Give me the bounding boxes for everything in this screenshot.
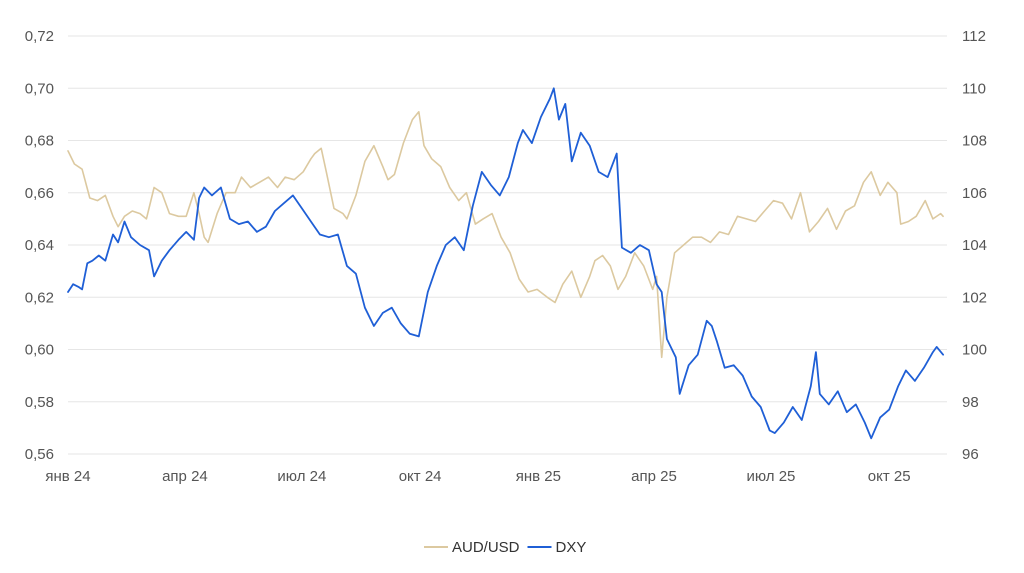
legend: AUD/USD DXY	[424, 539, 586, 556]
x-tick-label: янв 24	[45, 468, 90, 485]
right-y-axis: 96 98 100 102 104 106 108 110 112	[962, 28, 987, 463]
right-tick-label: 108	[962, 133, 987, 150]
right-tick-label: 110	[962, 80, 986, 97]
right-tick-label: 112	[962, 28, 986, 45]
legend-item-dxy: DXY	[527, 539, 587, 556]
x-tick-label: окт 25	[868, 468, 911, 485]
right-tick-label: 96	[962, 446, 979, 463]
left-tick-label: 0,58	[25, 394, 54, 411]
x-axis: янв 24 апр 24 июл 24 окт 24 янв 25 апр 25 июл …	[45, 468, 910, 485]
x-tick-label: июл 25	[746, 468, 795, 485]
legend-label: DXY	[556, 539, 587, 556]
series-group	[67, 87, 944, 440]
left-tick-label: 0,56	[25, 446, 54, 463]
legend-item-aud-usd: AUD/USD	[424, 539, 520, 556]
series-line-aud-usd	[67, 111, 944, 359]
right-tick-label: 106	[962, 185, 987, 202]
left-tick-label: 0,64	[25, 237, 54, 254]
left-tick-label: 0,68	[25, 133, 54, 150]
left-tick-label: 0,60	[25, 342, 54, 359]
left-tick-label: 0,62	[25, 289, 54, 306]
left-tick-label: 0,70	[25, 80, 54, 97]
left-tick-label: 0,72	[25, 28, 54, 45]
right-tick-label: 102	[962, 289, 987, 306]
right-tick-label: 98	[962, 394, 979, 411]
grid	[68, 35, 947, 455]
x-tick-label: апр 24	[162, 468, 208, 485]
x-tick-label: окт 24	[399, 468, 442, 485]
legend-label: AUD/USD	[452, 539, 520, 556]
right-tick-label: 100	[962, 342, 987, 359]
right-tick-label: 104	[962, 237, 987, 254]
series-line-dxy	[67, 87, 944, 440]
left-y-axis: 0,56 0,58 0,60 0,62 0,64 0,66 0,68 0,70 0,72	[25, 28, 54, 463]
x-tick-label: апр 25	[631, 468, 677, 485]
left-tick-label: 0,66	[25, 185, 54, 202]
x-tick-label: янв 25	[516, 468, 561, 485]
x-tick-label: июл 24	[277, 468, 326, 485]
